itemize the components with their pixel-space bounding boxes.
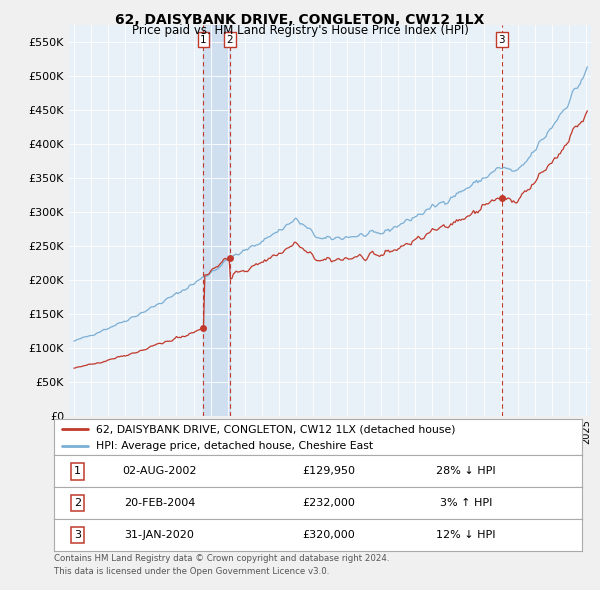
Text: 02-AUG-2002: 02-AUG-2002 (122, 467, 197, 476)
Text: Contains HM Land Registry data © Crown copyright and database right 2024.
This d: Contains HM Land Registry data © Crown c… (54, 554, 389, 575)
Text: 62, DAISYBANK DRIVE, CONGLETON, CW12 1LX: 62, DAISYBANK DRIVE, CONGLETON, CW12 1LX (115, 13, 485, 27)
Text: 3: 3 (74, 530, 81, 540)
Text: 1: 1 (74, 467, 81, 476)
Text: 1: 1 (200, 35, 207, 45)
Text: 28% ↓ HPI: 28% ↓ HPI (436, 467, 496, 476)
Text: 2: 2 (226, 35, 233, 45)
Text: 20-FEB-2004: 20-FEB-2004 (124, 499, 195, 508)
Text: 31-JAN-2020: 31-JAN-2020 (125, 530, 194, 540)
Text: 3% ↑ HPI: 3% ↑ HPI (440, 499, 492, 508)
Text: 12% ↓ HPI: 12% ↓ HPI (436, 530, 496, 540)
Text: Price paid vs. HM Land Registry's House Price Index (HPI): Price paid vs. HM Land Registry's House … (131, 24, 469, 37)
Text: £129,950: £129,950 (302, 467, 355, 476)
Text: HPI: Average price, detached house, Cheshire East: HPI: Average price, detached house, Ches… (96, 441, 373, 451)
Text: 3: 3 (499, 35, 505, 45)
Bar (203, 25, 230, 416)
Text: £320,000: £320,000 (302, 530, 355, 540)
Text: 62, DAISYBANK DRIVE, CONGLETON, CW12 1LX (detached house): 62, DAISYBANK DRIVE, CONGLETON, CW12 1LX… (96, 424, 456, 434)
Text: £232,000: £232,000 (302, 499, 355, 508)
Text: 2: 2 (74, 499, 82, 508)
